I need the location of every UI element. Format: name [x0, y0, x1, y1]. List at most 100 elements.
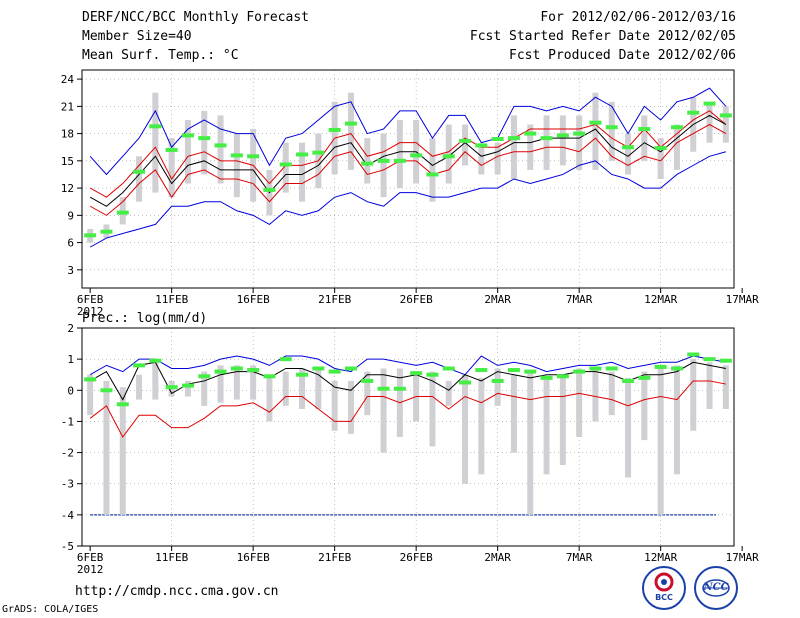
temp-observed-mark [181, 133, 194, 138]
ncc-logo-text: NCC [703, 582, 729, 593]
temp-ytick-label: 15 [61, 155, 74, 168]
prec-xtick-label: 26FEB [400, 551, 433, 564]
prec-range-bar [364, 371, 371, 416]
prec-observed-mark [410, 371, 423, 376]
prec-observed-mark [540, 375, 553, 380]
prec-ytick-label: -2 [61, 447, 74, 460]
prec-observed-mark [589, 366, 602, 371]
temp-range-bar [184, 119, 191, 184]
prec-range-bar [673, 365, 680, 475]
temp-range-bar [136, 156, 143, 202]
prec-observed-mark [622, 378, 635, 383]
temp-observed-mark [344, 121, 357, 126]
temp-q3-line [89, 110, 727, 198]
prec-max-line [89, 355, 726, 376]
prec-observed-mark [230, 366, 243, 371]
temp-observed-mark [279, 162, 292, 167]
prec-xtick-year-label: 2012 [77, 563, 104, 576]
prec-observed-mark [133, 363, 146, 368]
prec-range-bar [87, 374, 94, 416]
prec-range-bar [136, 374, 143, 400]
prec-observed-mark [84, 377, 97, 382]
temp-ytick-label: 9 [67, 209, 74, 222]
temp-range-bar [510, 115, 517, 179]
temp-range-bar [657, 138, 664, 179]
temp-range-bar [706, 101, 713, 143]
temp-range-bar [364, 138, 371, 184]
temp-observed-mark [459, 138, 472, 143]
temp-observed-mark [573, 131, 586, 136]
prec-observed-mark [263, 374, 276, 379]
prec-range-bar [576, 368, 583, 437]
prec-range-bar [103, 380, 110, 515]
temp-ytick-label: 24 [61, 73, 75, 86]
prec-observed-mark [491, 378, 504, 383]
temp-plot-frame [81, 69, 735, 289]
temp-observed-mark [149, 124, 162, 129]
temp-range-bar [347, 92, 354, 170]
prec-observed-mark [605, 366, 618, 371]
bcc-logo: BCC [642, 566, 686, 610]
prec-range-bar [266, 374, 273, 422]
temp-range-bar [233, 133, 240, 198]
prec-range-bar [641, 371, 648, 441]
temp-range-bar [282, 142, 289, 193]
prec-xtick-label: 21FEB [318, 551, 351, 564]
prec-range-bar [299, 368, 306, 409]
temp-observed-mark [214, 143, 227, 148]
prec-plot-frame [81, 327, 735, 547]
prec-observed-mark [393, 386, 406, 391]
prec-range-bar [478, 377, 485, 475]
temp-range-bar [592, 92, 599, 170]
temp-q1-line [89, 123, 727, 216]
temp-xtick-label: 6FEB [77, 293, 104, 306]
temp-observed-mark [703, 101, 716, 106]
prec-ytick-label: -5 [61, 540, 74, 553]
temp-observed-mark [622, 145, 635, 150]
prec-ytick-label: 0 [67, 384, 74, 397]
temp-xtick-label: 16FEB [237, 293, 270, 306]
temp-range-bar [608, 101, 615, 161]
prec-range-bar [250, 365, 257, 400]
temp-xtick-label: 17MAR [726, 293, 759, 306]
prec-xtick-label: 16FEB [237, 551, 270, 564]
prec-range-bar [722, 365, 729, 409]
chart-title: DERF/NCC/BCC Monthly Forecast [82, 10, 309, 25]
temp-range-bar [429, 138, 436, 202]
prec-xtick-label: 11FEB [155, 551, 188, 564]
prec-ytick-label: 1 [67, 353, 74, 366]
prec-xtick-label: 2MAR [484, 551, 511, 564]
prec-observed-mark [181, 383, 194, 388]
temp-range-bar [673, 124, 680, 170]
prec-observed-mark [654, 364, 667, 369]
prec-panel-title: Prec.: log(mm/d) [82, 311, 207, 326]
fcst-started-date: Fcst Started Refer Date 2012/02/05 [469, 29, 736, 44]
prec-xtick-label: 7MAR [566, 551, 593, 564]
prec-observed-mark [459, 380, 472, 385]
footer-url[interactable]: http://cmdp.ncc.cma.gov.cn [75, 584, 279, 599]
forecast-period: For 2012/02/06-2012/03/16 [540, 10, 736, 25]
temp-observed-mark [116, 210, 129, 215]
temp-xtick-label: 21FEB [318, 293, 351, 306]
temp-range-bar [494, 142, 501, 175]
temp-xtick-year-label: 2012 [77, 305, 104, 318]
temp-observed-mark [410, 153, 423, 158]
temp-max-line [89, 87, 727, 176]
prec-range-bar [233, 365, 240, 400]
temp-observed-mark [605, 125, 618, 130]
prec-observed-mark [703, 357, 716, 362]
temp-range-bar [559, 115, 566, 166]
temp-range-bar [380, 133, 387, 198]
prec-range-bar [608, 371, 615, 416]
temp-range-bar [445, 124, 452, 184]
temp-chart: 3 6 9 12 15 18 21 24 6FEB 11FEB 16FEB 21FEB 26FEB 2MA… [61, 69, 759, 318]
temp-xtick-label: 26FEB [400, 293, 433, 306]
prec-ytick-label: -3 [61, 478, 74, 491]
temp-observed-mark [719, 113, 732, 118]
fcst-produced-date: Fcst Produced Date 2012/02/06 [509, 48, 736, 63]
prec-lower-line [89, 380, 726, 438]
temp-range-bar [201, 110, 208, 175]
prec-observed-mark [344, 366, 357, 371]
temp-observed-mark [654, 146, 667, 151]
